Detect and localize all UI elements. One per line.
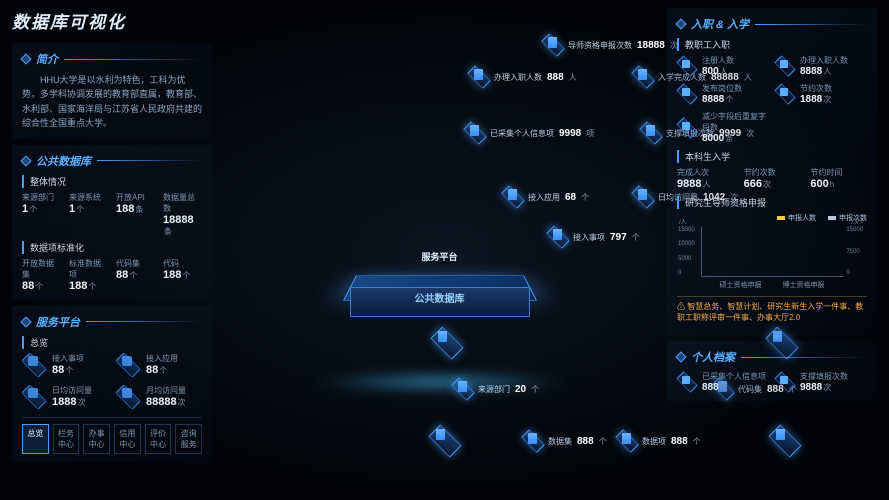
float-metric: 办理入职人数888人 [468, 66, 577, 88]
stat-item: 来源系统1个 [69, 192, 108, 237]
cube-icon [430, 426, 460, 456]
intro-text: HHU大学是以水利为特色，工科为优势，多学科协调发展的教育部直属，教育部、水利部… [22, 73, 202, 131]
tab-5[interactable]: 咨询服务 [175, 424, 202, 454]
cube-icon [22, 385, 46, 409]
stat-item: 减少字段后重复字段数8000条 [677, 111, 769, 144]
tab-1[interactable]: 栏务中心 [53, 424, 80, 454]
stat-item: 代码集88个 [116, 258, 155, 292]
enroll-title: 入职 & 入学 [691, 16, 749, 32]
stat-item: 完成人次9888人 [677, 167, 734, 190]
cube-icon [432, 328, 462, 358]
y-unit2: /次 [851, 217, 859, 226]
tab-3[interactable]: 信用中心 [114, 424, 141, 454]
platform-label-top: 服务平台 [421, 250, 457, 263]
svc-sub: 总览 [22, 336, 202, 349]
stat-item: 代码188个 [163, 258, 202, 292]
float-metric: 来源部门20个 [452, 378, 539, 400]
stat-item: 月均访问量88888次 [116, 385, 202, 409]
chart-title: 研究生导师资格申报 [677, 196, 867, 209]
enroll-sec2-title: 本科生入学 [677, 150, 867, 163]
cube-icon [116, 353, 140, 377]
float-metric: 导师资格申报次数18888次 [542, 34, 678, 56]
stat-item: 来源部门1个 [22, 192, 61, 237]
cube-icon [775, 56, 795, 76]
metric-icon [468, 66, 490, 88]
metric-icon [522, 430, 544, 452]
stat-item: 开放数据集88个 [22, 258, 61, 292]
pubdb-sec2-title: 数据项标准化 [22, 241, 202, 254]
intro-panel: 简介 HHU大学是以水利为特色，工科为优势，多学科协调发展的教育部直属，教育部、… [12, 43, 212, 139]
metric-icon [464, 122, 486, 144]
chart-legend: 申报人数 申报次数 [677, 213, 867, 223]
cube-icon [775, 372, 795, 392]
metric-icon [452, 378, 474, 400]
metric-icon [640, 122, 662, 144]
cube-icon [677, 84, 697, 104]
cube-icon [677, 56, 697, 76]
stat-item: 节约次数1888次 [775, 83, 867, 105]
svc-title: 服务平台 [36, 314, 80, 330]
cube-icon [770, 426, 800, 456]
profile-panel: 个人档案 已采集个人信息项888项支撑填报次数9888次 [667, 341, 877, 401]
stat-item: 已采集个人信息项888项 [677, 371, 769, 393]
stat-item: 发布岗位数8888个 [677, 83, 769, 105]
float-metric: 已采集个人信息项9998项 [464, 122, 594, 144]
stat-item: 注册人数800人 [677, 55, 769, 77]
tab-0[interactable]: 总览 [22, 424, 49, 454]
intro-title: 简介 [36, 51, 58, 67]
pubdb-sec1-title: 整体情况 [22, 175, 202, 188]
stat-item: 节约时间600h [810, 167, 867, 190]
cube-icon [775, 84, 795, 104]
cube-icon [22, 353, 46, 377]
platform-label: 公共数据库 [415, 290, 465, 305]
metric-icon [542, 34, 564, 56]
pubdb-title: 公共数据库 [36, 153, 91, 169]
float-metric: 接入应用68个 [502, 186, 589, 208]
pubdb-panel: 公共数据库 整体情况 来源部门1个来源系统1个开放API188条数据量总数188… [12, 145, 212, 300]
svc-panel: 服务平台 总览 接入事项88个接入应用88个日均访问量1888次月均访问量888… [12, 306, 212, 462]
cube-icon [677, 372, 697, 392]
page-title: 数据库可视化 [12, 8, 212, 33]
stat-item: 节约次数666次 [744, 167, 801, 190]
center-viz: 服务平台 公共数据库 导师资格申报次数18888次办理入职人数888人入学完成人… [212, 8, 667, 492]
stat-item: 日均访问量1888次 [22, 385, 108, 409]
legend-a: 申报人数 [777, 213, 816, 223]
enroll-panel: 入职 & 入学 教职工入职 注册人数800人办理入职人数8888人发布岗位数88… [667, 8, 877, 335]
stat-item: 接入事项88个 [22, 353, 108, 377]
metric-icon [547, 226, 569, 248]
cube-icon [677, 118, 697, 138]
corner-icon [770, 426, 800, 456]
legend-b: 申报次数 [828, 213, 867, 223]
y-unit: /人 [679, 217, 687, 226]
stat-item: 支撑填报次数9888次 [775, 371, 867, 393]
corner-icon [430, 426, 460, 456]
bar-chart: 150001000050000 1500075000 [701, 227, 843, 277]
corner-icon [432, 328, 462, 358]
cube-icon [116, 385, 140, 409]
stat-item: 办理入职人数8888人 [775, 55, 867, 77]
float-metric: 数据项888个 [616, 430, 701, 452]
metric-icon [502, 186, 524, 208]
metric-icon [632, 186, 654, 208]
metric-icon [632, 66, 654, 88]
float-metric: 数据集888个 [522, 430, 607, 452]
stat-item: 标准数据项188个 [69, 258, 108, 292]
stat-item: 接入应用88个 [116, 353, 202, 377]
profile-title: 个人档案 [691, 349, 735, 365]
warn-note: 智慧总务、智慧计划、研究生新生入学一件事、教职工职称评审一件事、办事大厅2.0 [677, 296, 867, 327]
tab-4[interactable]: 评价中心 [145, 424, 172, 454]
enroll-sec1-title: 教职工入职 [677, 38, 867, 51]
stat-item: 开放API188条 [116, 192, 155, 237]
float-metric: 接入事项797个 [547, 226, 640, 248]
metric-icon [616, 430, 638, 452]
tab-2[interactable]: 办事中心 [83, 424, 110, 454]
stat-item: 数据量总数18888条 [163, 192, 202, 237]
